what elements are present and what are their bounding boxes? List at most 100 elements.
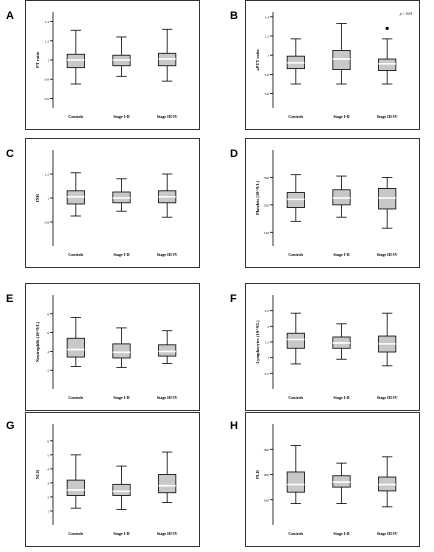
box-controls bbox=[286, 38, 305, 85]
y-tick-label: 1 bbox=[47, 509, 49, 513]
x-category-label: Stage I-II bbox=[333, 395, 350, 400]
box-plot: 0.6 0.8 1 1.2 1.4 PT ratio Controls Stage I-II S… bbox=[25, 0, 200, 130]
x-category-label: Stage I-II bbox=[333, 531, 350, 536]
chart-panel: 100 200 300 PLR Controls Stage I-II Stage III-… bbox=[245, 412, 420, 552]
box-controls bbox=[286, 312, 305, 365]
box-stage-i-ii bbox=[332, 23, 351, 85]
y-tick-label: 350 bbox=[264, 176, 270, 180]
y-tick-label: 150 bbox=[264, 231, 270, 235]
box-stage-i-ii bbox=[112, 327, 131, 368]
y-tick-label: 250 bbox=[264, 203, 270, 207]
box-controls bbox=[66, 29, 85, 85]
box-stage-iii-iv bbox=[158, 330, 177, 365]
y-tick-label: 0.8 bbox=[45, 221, 50, 225]
chart-panel: 0.6 0.8 1 1.2 1.4 aPTT ratio Controls Stage I-I… bbox=[245, 0, 420, 135]
box-plot: 150 250 350 Platelets (10^9/L) Controls Stage… bbox=[245, 138, 420, 268]
panel-letter: E bbox=[6, 293, 14, 305]
y-tick-label: 0.6 bbox=[265, 92, 270, 96]
y-tick-label: 100 bbox=[264, 498, 270, 502]
panel-letter: A bbox=[6, 10, 14, 22]
x-category-label: Stage I-II bbox=[333, 252, 350, 257]
y-tick-label: 1.2 bbox=[45, 39, 50, 43]
y-tick-label: 6 bbox=[47, 439, 49, 443]
iqr-box bbox=[112, 483, 131, 496]
x-category-label: Stage I-II bbox=[113, 114, 130, 119]
y-tick-label: 2 bbox=[47, 369, 49, 373]
y-tick-label: 6 bbox=[47, 331, 49, 335]
iqr-box bbox=[66, 337, 85, 358]
chart-panel: 0.8 1 1.2 INR Controls Stage I-II Stage III-IV bbox=[25, 138, 200, 273]
box-stage-iii-iv bbox=[378, 177, 397, 229]
chart-panel: 2 4 6 8 Neutrophils (10^9/L) Controls Stage I-… bbox=[25, 283, 200, 416]
iqr-box bbox=[286, 471, 305, 493]
panel-letter: G bbox=[6, 420, 15, 432]
y-tick-label: 300 bbox=[264, 448, 270, 452]
y-axis-label: NLR bbox=[35, 469, 40, 479]
x-category-label: Stage III-IV bbox=[157, 395, 178, 400]
y-tick-label: 1.4 bbox=[265, 15, 270, 19]
box-controls bbox=[286, 174, 305, 222]
iqr-box bbox=[66, 479, 85, 496]
x-category-label: Controls bbox=[288, 395, 303, 400]
box-plot: 2 4 6 8 Neutrophils (10^9/L) Controls Stage I-… bbox=[25, 283, 200, 411]
box-stage-iii-iv bbox=[158, 28, 177, 82]
y-tick-label: 4 bbox=[47, 350, 49, 354]
chart-panel: 0.6 0.8 1 1.2 1.4 PT ratio Controls Stage I-II S… bbox=[25, 0, 200, 135]
box-stage-i-ii bbox=[112, 36, 131, 77]
y-axis-label: Lymphocytes (10^9/L) bbox=[255, 320, 260, 364]
iqr-box bbox=[286, 332, 305, 349]
y-axis-label: INR bbox=[35, 193, 40, 202]
panel-letter: F bbox=[230, 293, 237, 305]
chart-panel: 1 2 3 4 5 6 NLR Controls Stage I-II Stage III-IV bbox=[25, 412, 200, 552]
box-controls bbox=[66, 317, 85, 367]
iqr-box bbox=[66, 53, 85, 69]
iqr-box bbox=[158, 344, 177, 357]
y-tick-label: 0.8 bbox=[45, 78, 50, 82]
x-category-label: Stage III-IV bbox=[157, 114, 178, 119]
box-stage-i-ii bbox=[332, 462, 351, 504]
y-tick-label: 4 bbox=[47, 467, 49, 471]
y-tick-label: 3 bbox=[47, 481, 49, 485]
y-tick-label: 200 bbox=[264, 473, 270, 477]
x-category-label: Stage III-IV bbox=[377, 114, 398, 119]
x-category-label: Stage III-IV bbox=[377, 395, 398, 400]
box-plot: 0.5 1 1.5 2 2.5 Lymphocytes (10^9/L) Controls S… bbox=[245, 283, 420, 411]
iqr-box bbox=[332, 50, 351, 71]
box-controls bbox=[286, 445, 305, 504]
iqr-box bbox=[378, 58, 397, 71]
p-value-annotation: p < 0.04 bbox=[399, 12, 413, 16]
outlier-point bbox=[385, 26, 389, 30]
x-category-label: Stage III-IV bbox=[377, 252, 398, 257]
y-tick-label: 2.5 bbox=[265, 309, 270, 313]
box-plot: 0.8 1 1.2 INR Controls Stage I-II Stage III-IV bbox=[25, 138, 200, 268]
box-stage-i-ii bbox=[112, 465, 131, 510]
box-stage-i-ii bbox=[112, 178, 131, 212]
y-tick-label: 1.5 bbox=[265, 341, 270, 345]
chart-panel: 0.5 1 1.5 2 2.5 Lymphocytes (10^9/L) Controls S… bbox=[245, 283, 420, 416]
y-tick-label: 8 bbox=[47, 312, 49, 316]
x-category-label: Stage I-II bbox=[333, 114, 350, 119]
y-tick-label: 1.4 bbox=[45, 20, 50, 24]
box-plot: 1 2 3 4 5 6 NLR Controls Stage I-II Stage III-IV bbox=[25, 412, 200, 547]
y-tick-label: 0.6 bbox=[45, 97, 50, 101]
y-tick-label: 0.8 bbox=[265, 73, 270, 77]
box-stage-i-ii bbox=[332, 175, 351, 218]
y-tick-label: 2 bbox=[267, 325, 269, 329]
box-controls bbox=[66, 172, 85, 217]
y-tick-label: 1 bbox=[267, 54, 269, 58]
box-stage-iii-iv bbox=[378, 312, 397, 367]
iqr-box bbox=[112, 343, 131, 359]
box-stage-iii-iv bbox=[158, 451, 177, 503]
y-axis-label: PLR bbox=[255, 469, 260, 479]
y-axis-label: PT ratio bbox=[35, 51, 40, 68]
x-category-label: Stage I-II bbox=[113, 252, 130, 257]
panel-letter: H bbox=[230, 420, 238, 432]
x-category-label: Stage III-IV bbox=[157, 252, 178, 257]
x-category-label: Controls bbox=[288, 252, 303, 257]
x-category-label: Controls bbox=[288, 531, 303, 536]
x-category-label: Controls bbox=[288, 114, 303, 119]
x-category-label: Controls bbox=[68, 252, 83, 257]
x-category-label: Stage III-IV bbox=[157, 531, 178, 536]
y-tick-label: 5 bbox=[47, 453, 49, 457]
y-tick-label: 1.2 bbox=[45, 173, 50, 177]
